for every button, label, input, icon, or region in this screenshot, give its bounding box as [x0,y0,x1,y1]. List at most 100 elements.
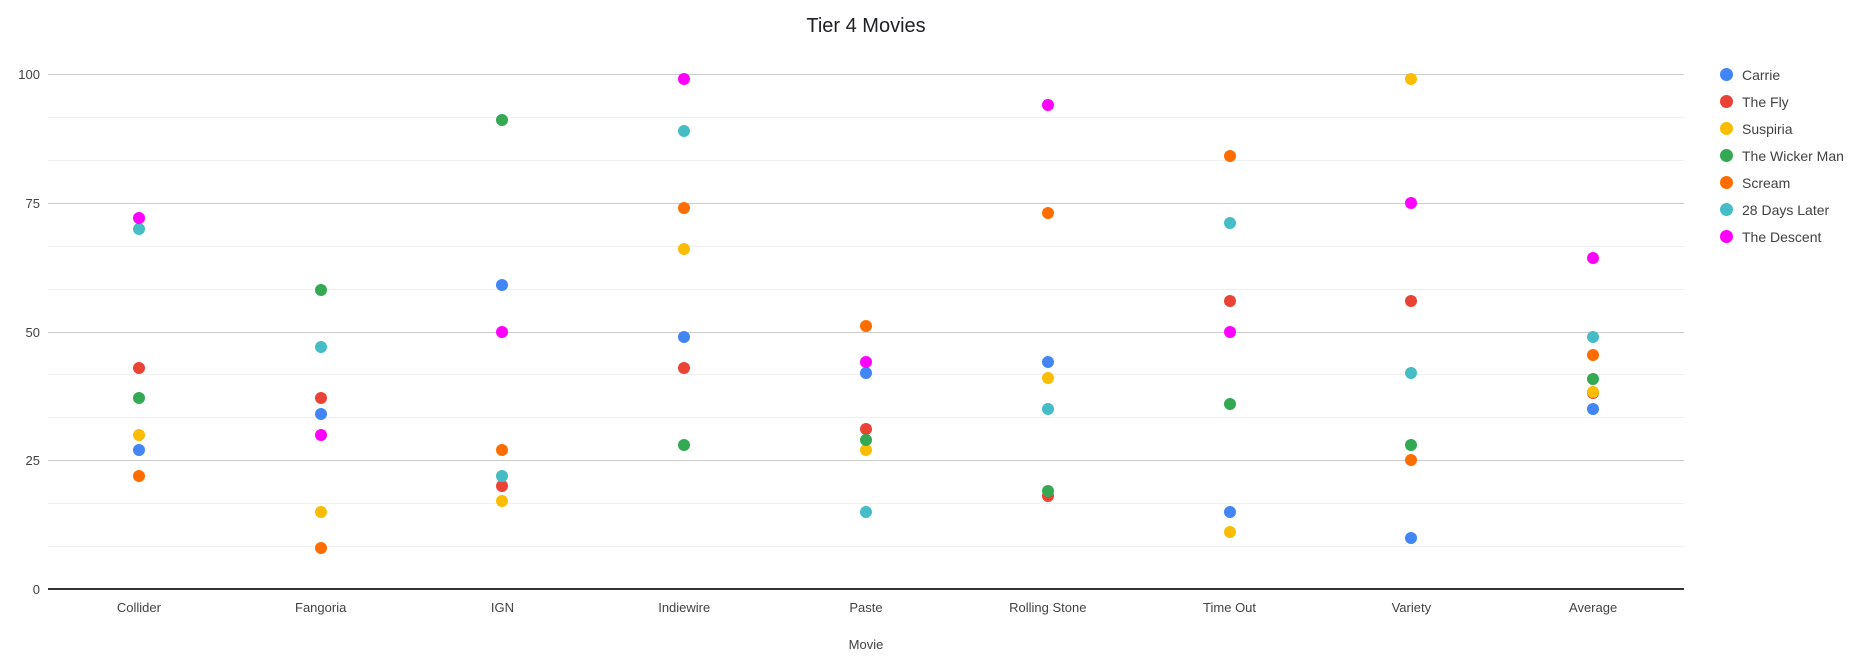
gridline [48,245,1684,247]
legend-label: 28 Days Later [1742,201,1830,218]
data-point[interactable] [1223,325,1236,338]
data-point[interactable] [1587,373,1600,386]
data-point[interactable] [1041,98,1054,111]
x-category-label: IGN [490,600,514,615]
data-point[interactable] [496,469,509,482]
gridline [48,546,1684,548]
data-point[interactable] [314,505,327,518]
gridline [48,74,1684,75]
gridline [48,417,1684,419]
data-point[interactable] [132,222,145,235]
data-point[interactable] [860,433,872,446]
data-point[interactable] [678,243,691,256]
y-tick-label: 50 [25,324,40,340]
x-category-label: Paste [849,600,883,615]
data-point[interactable] [860,356,872,369]
data-point[interactable] [1223,505,1236,518]
data-point[interactable] [132,392,145,405]
x-category-label: Indiewire [658,600,711,615]
chart-title: Tier 4 Movies [806,15,926,37]
legend-color-dot-icon [1720,122,1733,135]
gridline [48,159,1684,161]
data-point[interactable] [1223,397,1236,410]
x-category-label: Collider [116,600,161,615]
data-point[interactable] [678,330,691,343]
data-point[interactable] [1405,454,1418,467]
data-point[interactable] [314,284,327,297]
data-point[interactable] [1223,294,1236,307]
y-tick-label: 75 [25,195,40,211]
y-tick-label: 0 [32,582,40,597]
data-point[interactable] [1587,252,1600,265]
data-point[interactable] [1405,438,1418,451]
data-point[interactable] [314,392,327,405]
x-axis-title: Movie [848,637,884,652]
data-point[interactable] [1405,294,1418,307]
legend-item[interactable]: The Fly [1720,88,1844,115]
legend-label: The Wicker Man [1742,147,1844,164]
legend-item[interactable]: 28 Days Later [1720,196,1844,223]
data-point[interactable] [1587,386,1600,398]
data-point[interactable] [496,443,509,456]
data-point[interactable] [860,423,872,436]
data-point[interactable] [132,361,145,374]
data-point[interactable] [132,428,145,441]
data-point[interactable] [132,443,145,456]
legend-item[interactable]: The Descent [1720,223,1844,250]
data-point[interactable] [1587,402,1600,415]
legend-item[interactable]: The Wicker Man [1720,142,1844,169]
data-point[interactable] [1041,371,1054,384]
data-point[interactable] [1041,356,1054,369]
gridline [48,288,1684,290]
data-point[interactable] [1587,348,1600,361]
data-point[interactable] [314,340,327,353]
data-point[interactable] [1223,217,1236,230]
data-point[interactable] [314,428,327,441]
plot-area [48,73,1684,590]
data-point[interactable] [860,320,872,333]
data-point[interactable] [496,279,509,292]
data-point[interactable] [1405,73,1418,86]
data-point[interactable] [496,495,509,508]
data-point[interactable] [314,407,327,420]
legend-label: The Descent [1742,228,1822,245]
legend-label: Scream [1742,174,1791,191]
data-point[interactable] [1223,150,1236,163]
data-point[interactable] [860,366,872,379]
legend-item[interactable]: Carrie [1720,61,1844,88]
data-point[interactable] [678,124,691,137]
data-point[interactable] [132,469,145,482]
data-point[interactable] [1041,207,1054,220]
gridline [48,116,1684,118]
x-category-label: Time Out [1203,600,1257,615]
data-point[interactable] [1405,531,1418,544]
data-point[interactable] [1587,331,1600,344]
data-point[interactable] [496,114,509,127]
data-point[interactable] [1041,402,1054,415]
data-point[interactable] [496,325,509,338]
data-point[interactable] [678,201,691,214]
data-point[interactable] [1223,526,1236,539]
data-point[interactable] [678,361,691,374]
y-tick-label: 100 [18,67,40,82]
data-point[interactable] [860,443,872,456]
data-point[interactable] [678,73,691,86]
legend-label: Carrie [1742,66,1781,83]
x-category-label: Fangoria [295,600,347,615]
data-point[interactable] [1405,196,1418,209]
data-point[interactable] [860,505,872,518]
gridline [48,460,1684,462]
x-category-label: Variety [1391,600,1432,615]
data-point[interactable] [678,438,691,451]
data-point[interactable] [132,212,145,225]
legend-color-dot-icon [1720,176,1733,189]
gridline [48,503,1684,505]
x-category-label: Average [1569,600,1618,615]
legend-item[interactable]: Suspiria [1720,115,1844,142]
data-point[interactable] [1041,485,1054,498]
data-point[interactable] [496,480,509,492]
legend-item[interactable]: Scream [1720,169,1844,196]
data-point[interactable] [1405,366,1418,379]
data-point[interactable] [314,541,327,554]
